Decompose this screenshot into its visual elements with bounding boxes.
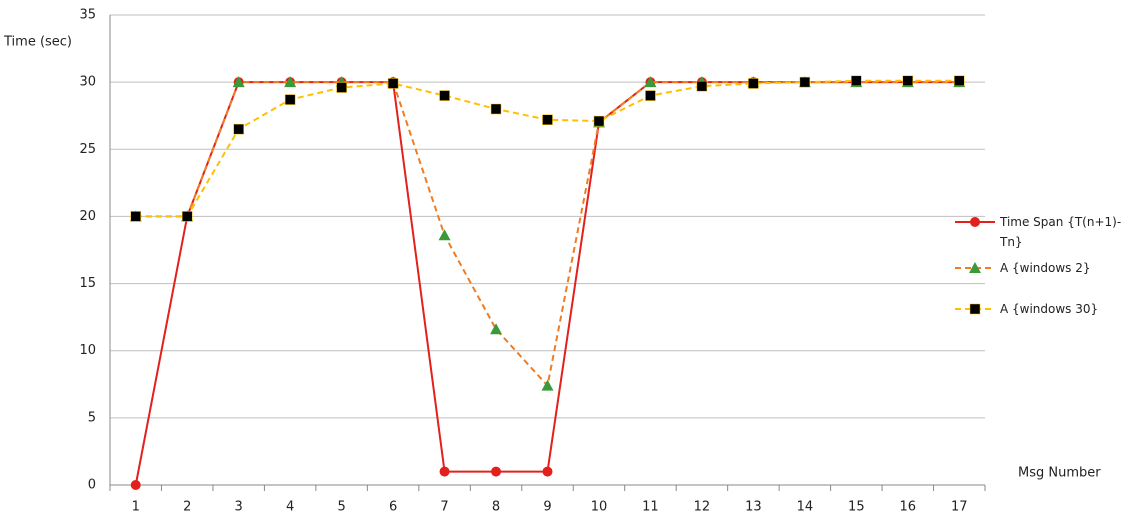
x-tick-label: 11 (642, 500, 659, 515)
point (439, 90, 450, 101)
y-tick-label: 10 (79, 343, 96, 358)
point (491, 466, 502, 477)
point (970, 217, 980, 227)
point (799, 76, 811, 88)
point (438, 229, 451, 241)
x-tick-label: 8 (492, 500, 500, 515)
x-tick-label: 17 (951, 500, 968, 515)
point (542, 466, 553, 477)
x-tick-label: 4 (286, 500, 294, 515)
y-tick-label: 20 (79, 209, 96, 224)
point (969, 303, 981, 315)
x-tick-label: 3 (235, 500, 243, 515)
series-line (135, 79, 960, 218)
y-tick-label: 35 (79, 8, 96, 23)
x-tick-label: 13 (745, 500, 762, 515)
point (387, 78, 399, 89)
point (954, 75, 965, 87)
y-axis-label: Time (sec) (3, 35, 72, 50)
point (233, 123, 244, 135)
series-line (135, 81, 960, 388)
point (748, 78, 759, 89)
x-tick-label: 5 (337, 500, 345, 515)
point (181, 211, 193, 222)
x-tick-label: 14 (797, 500, 814, 515)
point (851, 75, 862, 87)
legend-entry: A {windows 2} (1000, 261, 1091, 275)
point (130, 211, 141, 222)
legend-label: A {windows 2} (1000, 261, 1091, 275)
point (284, 94, 296, 105)
x-tick-label: 16 (900, 500, 917, 515)
point (490, 323, 503, 335)
x-tick-label: 15 (848, 500, 865, 515)
point (593, 115, 605, 127)
legend-label: A {windows 30} (1000, 302, 1099, 316)
y-tick-label: 25 (79, 142, 96, 157)
point (490, 103, 502, 115)
point (284, 76, 297, 88)
point (336, 82, 347, 93)
legend-entry: A {windows 30} (1000, 302, 1099, 316)
x-tick-label: 1 (132, 500, 140, 515)
point (696, 80, 708, 92)
point (232, 76, 245, 88)
point (969, 262, 981, 273)
point (542, 114, 553, 125)
x-tick-label: 2 (183, 500, 191, 515)
y-tick-label: 5 (88, 410, 96, 425)
x-tick-label: 10 (591, 500, 608, 515)
point (644, 76, 657, 88)
legend-label: Time Span {T(n+1)-Tn} (1000, 215, 1122, 249)
y-tick-label: 30 (79, 75, 96, 90)
point (439, 466, 450, 477)
y-tick-label: 0 (88, 478, 96, 493)
x-tick-label: 7 (440, 500, 448, 515)
point (130, 480, 141, 490)
point (541, 379, 554, 391)
point (645, 90, 656, 101)
x-tick-label: 9 (543, 500, 551, 515)
point (902, 75, 914, 87)
x-tick-label: 12 (694, 500, 711, 515)
legend-entry: Time Span {T(n+1)-Tn} (1000, 215, 1122, 249)
y-tick-label: 15 (79, 276, 96, 291)
x-axis-label: Msg Number (1018, 466, 1101, 481)
x-tick-label: 6 (389, 500, 397, 515)
